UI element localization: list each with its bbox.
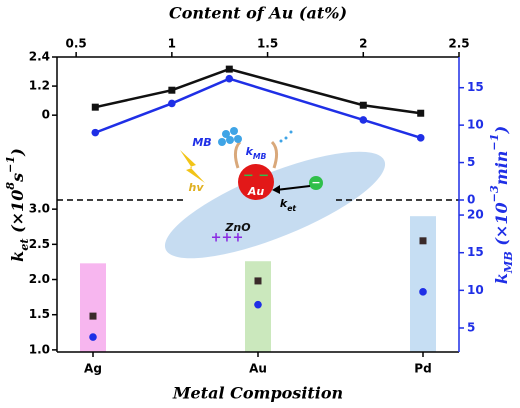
y-tick-label: 1.0 [29, 342, 50, 356]
y2-tick-label: 5 [467, 155, 475, 169]
mb-dot [279, 139, 283, 143]
square-marker [91, 103, 99, 111]
circle-marker [225, 74, 234, 83]
circle-marker [416, 134, 425, 142]
x-tick-label: 2.5 [448, 37, 469, 51]
square-marker [359, 101, 367, 109]
mb-dot [284, 136, 288, 140]
x-tick-label: 0.5 [66, 37, 87, 51]
circle-marker [419, 288, 427, 296]
y2-tick-label: 5 [467, 320, 475, 334]
y-title: ket (×108s−1) [3, 148, 31, 262]
label-part: 8 [3, 182, 17, 190]
y2-tick-label: 15 [467, 245, 484, 259]
label-part: (×10 [8, 190, 27, 239]
label-part: et [287, 204, 296, 213]
adsorption [233, 140, 279, 169]
label-part: s [8, 173, 27, 183]
x-tick-label: Pd [414, 362, 431, 376]
y-tick-label: 1.5 [29, 307, 50, 321]
au-label: Au [247, 185, 265, 198]
mb-dot [289, 130, 293, 134]
y-tick-label: 0 [42, 108, 50, 122]
x-tick-label: Ag [84, 362, 102, 376]
circle-marker [254, 300, 262, 309]
y2-tick-label: 20 [467, 208, 484, 222]
label-part: k [492, 273, 511, 284]
bottom-x-title: Metal Composition [172, 384, 343, 403]
x-tick-label: 1 [168, 37, 176, 51]
ket-label: ket [280, 197, 297, 213]
series-line [94, 77, 422, 140]
circle-marker [89, 333, 97, 341]
label-part: ) [492, 126, 511, 135]
label-part: −3 [487, 185, 501, 202]
label-part: k [246, 145, 254, 158]
y2-tick-label: 15 [467, 80, 484, 94]
arrow [275, 185, 311, 191]
x-tick-label: Au [249, 362, 267, 376]
square-marker [89, 312, 97, 320]
electron-label: − [311, 176, 320, 189]
hv-label: hv [188, 181, 204, 194]
x-tick-label: 2 [359, 37, 367, 51]
y-tick-label: 2.5 [29, 237, 50, 251]
y-tick-label: 1.2 [29, 79, 50, 93]
label-part: k [280, 197, 288, 210]
label-part: −1 [3, 156, 17, 173]
arrow-head [272, 185, 280, 194]
y2-tick-label: 0 [467, 193, 475, 207]
mb-dot [230, 127, 238, 135]
y2-tick-label: 10 [467, 118, 484, 132]
x-tick-label: 1.5 [257, 37, 278, 51]
circle-marker [91, 128, 100, 137]
label-part: et [17, 238, 31, 251]
label-part: MB [253, 152, 267, 161]
label-part: −1 [487, 133, 501, 150]
label-part: (×10 [492, 202, 511, 251]
holes-label: +++ [211, 231, 244, 246]
zno-particle [164, 151, 386, 259]
y2-tick-label: 10 [467, 283, 484, 297]
kmb-label: kMB [246, 145, 267, 161]
square-marker [254, 277, 262, 285]
mb-dot [226, 136, 234, 144]
y-tick-label: 2.4 [29, 50, 50, 64]
square-marker [419, 237, 427, 245]
circle-marker [359, 116, 368, 124]
electron-dot [309, 176, 323, 190]
au-particle [238, 164, 274, 200]
mb-dot [218, 138, 226, 146]
label-part: ) [8, 148, 27, 157]
square-marker [168, 86, 176, 94]
square-marker [225, 65, 233, 73]
y2-title: kMB (×10−3min−1) [487, 126, 515, 284]
label-part: k [8, 251, 27, 262]
inset: MB kMB − − Au − ket hv ZnO +++ [164, 127, 386, 259]
light-bolt [180, 150, 205, 183]
circle-marker [168, 99, 176, 108]
mb-label: MB [192, 136, 211, 149]
label-part: min [492, 151, 511, 186]
y-tick-label: 2.0 [29, 272, 50, 286]
mb-dot [234, 135, 242, 143]
series-line [95, 67, 421, 115]
electrons-label: − − [243, 169, 269, 184]
label-part: MB [501, 251, 515, 274]
top-x-title: Content of Au (at%) [169, 4, 347, 23]
square-marker [417, 109, 425, 117]
mb-dot [222, 130, 230, 138]
y-tick-label: 3.0 [29, 202, 50, 216]
zno-label: ZnO [224, 221, 250, 234]
bar [410, 216, 436, 352]
